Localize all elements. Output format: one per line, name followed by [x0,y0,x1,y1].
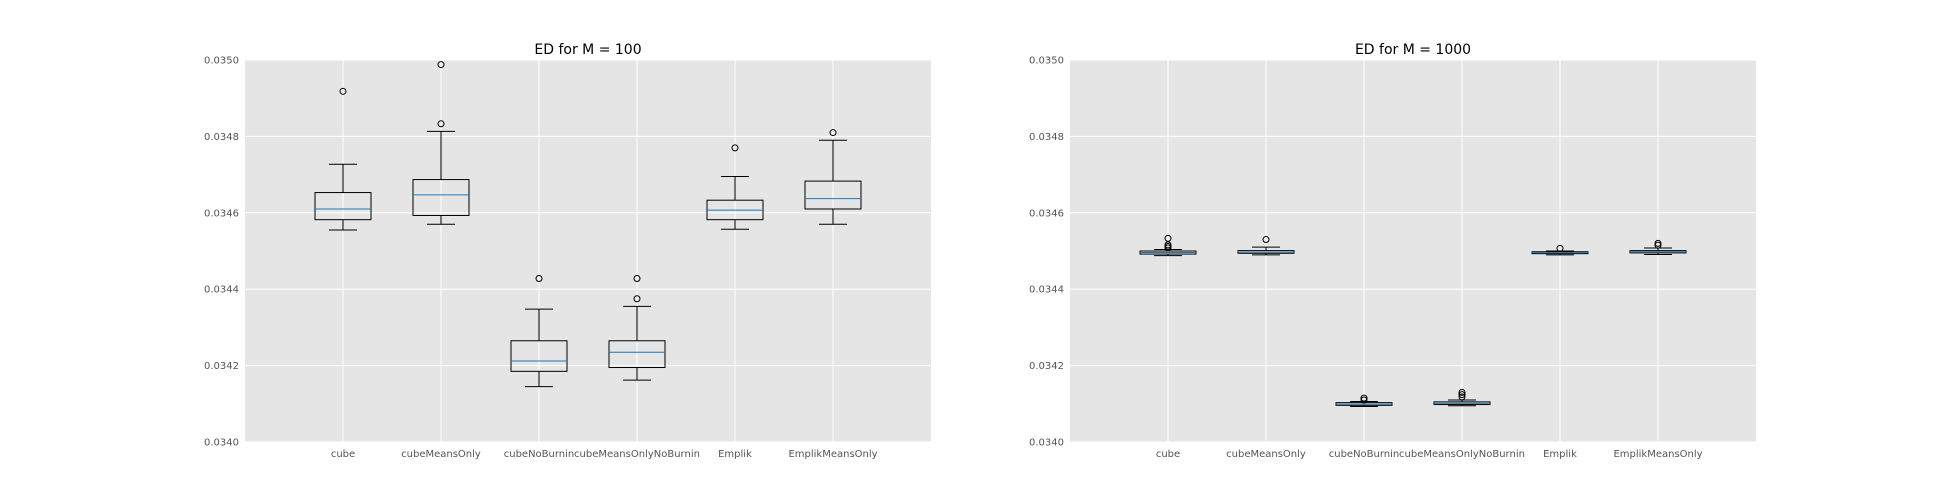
chart-title-m1000: ED for M = 1000 [1355,42,1471,58]
box-EmplikMeansOnly [804,129,862,225]
box-cubeMeansOnly [412,61,470,225]
outlier-point [535,275,543,283]
box-cubeNoBurnin [510,275,568,388]
outlier-point [437,120,445,128]
iqr-box [608,340,666,369]
y-tick-label: 0.0350 [204,56,239,67]
outlier-point [1458,391,1466,399]
iqr-box [314,192,372,221]
y-tick-label: 0.0342 [204,361,239,372]
outlier-point [1360,396,1368,404]
plot-area-m100 [245,60,931,442]
y-tick-label: 0.0340 [1029,438,1064,449]
iqr-box [804,180,862,210]
y-tick-label: 0.0348 [1029,132,1064,143]
outlier-point [1262,236,1270,244]
outlier-point [1458,388,1466,396]
y-tick-label: 0.0340 [204,438,239,449]
box-Emplik [706,144,764,230]
box-cube [1139,234,1197,257]
x-tick-label: Emplik [718,449,752,460]
box-Emplik [1531,244,1589,256]
y-ticks-m1000: 0.0340 0.0342 0.0344 0.0346 0.0348 0.0350 [1029,56,1064,449]
outlier-point [1654,241,1662,249]
x-ticks-m1000: cube cubeMeansOnly cubeNoBurnin cubeMeansOn… [1156,449,1703,460]
panel-m100: 0.0340 0.0342 0.0344 0.0346 0.0348 0.0350 cub… [204,42,931,460]
x-tick-label: cubeNoBurnin [1329,449,1400,460]
boxes-m1000 [1139,234,1687,407]
x-tick-label: EmplikMeansOnly [1613,449,1702,460]
x-tick-label: Emplik [1543,449,1577,460]
outlier-point [633,295,641,303]
iqr-box [510,340,568,372]
outlier-point [731,144,739,152]
outlier-point [829,129,837,137]
outlier-point [1556,244,1564,252]
outlier-point [1360,394,1368,402]
panel-m1000: 0.0340 0.0342 0.0344 0.0346 0.0348 0.0350 cub… [1029,42,1756,460]
box-cubeNoBurnin [1335,394,1393,407]
x-ticks-m100: cube cubeMeansOnly cubeNoBurnin cubeMeansOn… [331,449,878,460]
y-tick-label: 0.0348 [204,132,239,143]
x-tick-label: cubeMeansOnly [401,449,481,460]
boxes-m100 [314,61,862,388]
outlier-point [437,61,445,69]
outlier-point [339,87,347,95]
box-cubeMeansOnlyNoBurnin [1433,388,1491,407]
box-cubeMeansOnly [1237,236,1295,256]
y-tick-label: 0.0350 [1029,56,1064,67]
x-tick-label: cube [1156,449,1180,460]
x-tick-label: cubeMeansOnlyNoBurnin [574,449,700,460]
y-tick-label: 0.0342 [1029,361,1064,372]
x-tick-label: cubeNoBurnin [504,449,575,460]
y-tick-label: 0.0344 [204,285,239,296]
outlier-point [1164,234,1172,242]
x-tick-label: cube [331,449,355,460]
box-cube [314,87,372,231]
x-tick-label: cubeMeansOnly [1226,449,1306,460]
iqr-box [412,179,470,216]
box-cubeMeansOnlyNoBurnin [608,275,666,381]
y-tick-label: 0.0346 [204,208,239,219]
x-tick-label: cubeMeansOnlyNoBurnin [1399,449,1525,460]
x-tick-label: EmplikMeansOnly [788,449,877,460]
box-EmplikMeansOnly [1629,239,1687,255]
outlier-point [633,275,641,283]
y-tick-label: 0.0344 [1029,285,1064,296]
y-tick-label: 0.0346 [1029,208,1064,219]
y-ticks-m100: 0.0340 0.0342 0.0344 0.0346 0.0348 0.0350 [204,56,239,449]
chart-title-m100: ED for M = 100 [534,42,641,58]
outlier-point [1654,239,1662,247]
outlier-point [1458,393,1466,401]
